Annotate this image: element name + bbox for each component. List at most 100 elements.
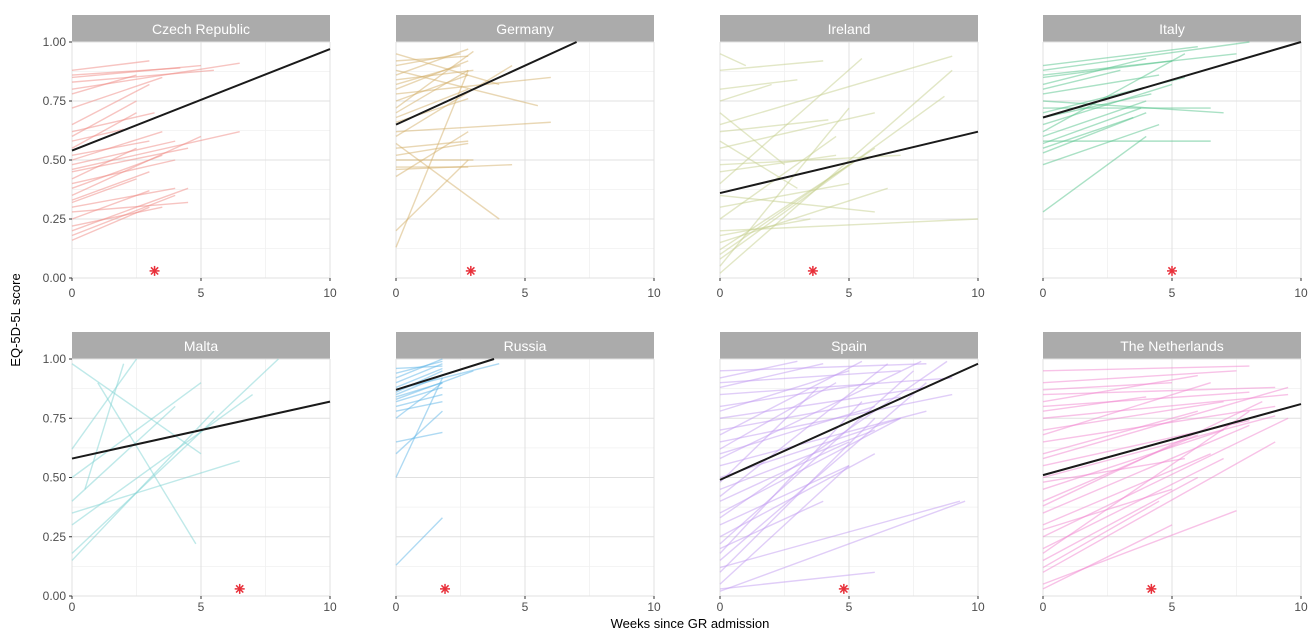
individual-line (719, 386, 819, 483)
individual-line (719, 500, 961, 569)
individual-line (719, 218, 811, 237)
individual-line (719, 363, 927, 372)
individual-line (719, 112, 785, 166)
individual-line (71, 363, 202, 455)
trend-line (1042, 41, 1302, 119)
individual-line (719, 83, 772, 102)
individual-line (1042, 41, 1250, 72)
individual-line (1042, 510, 1237, 585)
individual-line (719, 53, 747, 67)
individual-trajectories (719, 53, 979, 274)
individual-line (71, 140, 176, 166)
asterisk-marker (807, 265, 818, 276)
individual-line (1042, 107, 1142, 145)
individual-line (71, 69, 214, 83)
individual-line (719, 79, 798, 90)
individual-line (1042, 401, 1263, 507)
x-tick-label: 0 (1040, 600, 1047, 614)
individual-line (719, 382, 837, 450)
individual-line (719, 164, 850, 255)
individual-line (395, 159, 469, 232)
individual-line (1042, 453, 1211, 526)
strip-background (720, 332, 978, 359)
individual-line (395, 48, 469, 76)
individual-line (1042, 93, 1152, 119)
x-axis-title: Weeks since GR admission (611, 616, 770, 631)
individual-line (1042, 374, 1198, 403)
x-tick-label: 0 (393, 286, 400, 300)
x-tick-label: 0 (69, 286, 76, 300)
y-tick-label: 1.00 (43, 35, 67, 49)
individual-trajectories (71, 60, 240, 241)
individual-line (71, 135, 202, 197)
strip-background (1043, 15, 1301, 42)
individual-line (71, 190, 150, 220)
individual-line (719, 363, 889, 498)
individual-trajectories (1042, 365, 1289, 590)
panel-1: Germany 0 5 10 (393, 15, 661, 300)
gridlines (719, 41, 979, 279)
x-tick-label: 5 (1169, 286, 1176, 300)
strip-background (720, 15, 978, 42)
individual-line (71, 405, 176, 502)
y-tick-label: 0.75 (43, 94, 67, 108)
individual-line (719, 370, 850, 412)
individual-line (719, 571, 875, 590)
individual-line (395, 370, 474, 400)
individual-line (719, 377, 953, 396)
individual-line (719, 429, 876, 491)
strip-background (1043, 332, 1301, 359)
individual-line (719, 363, 824, 389)
trend-line (395, 41, 578, 126)
x-tick-label: 10 (323, 600, 337, 614)
individual-line (395, 69, 474, 81)
strip-label: The Netherlands (1120, 338, 1224, 354)
trend-line (71, 48, 331, 152)
individual-line (1042, 53, 1186, 133)
individual-line (719, 95, 945, 260)
individual-line (71, 460, 240, 514)
individual-line (1042, 83, 1173, 126)
individual-line (1042, 53, 1237, 76)
individual-line (719, 396, 901, 431)
individual-line (395, 365, 443, 370)
individual-line (395, 377, 444, 478)
individual-line (719, 55, 953, 126)
x-tick-label: 0 (1040, 286, 1047, 300)
individual-line (1042, 434, 1199, 502)
individual-line (1042, 386, 1289, 460)
x-tick-label: 10 (647, 286, 661, 300)
individual-line (71, 131, 163, 161)
individual-line (71, 147, 137, 180)
individual-line (71, 83, 150, 126)
individual-line (719, 112, 875, 149)
individual-line (395, 382, 443, 419)
individual-line (71, 410, 215, 561)
individual-line (719, 382, 927, 561)
individual-line (719, 441, 850, 502)
individual-trajectories (719, 360, 966, 592)
gridlines (719, 358, 979, 597)
individual-line (719, 417, 901, 479)
individual-line (395, 76, 551, 95)
strip-label: Germany (496, 21, 554, 37)
individual-line (71, 206, 163, 227)
individual-line (71, 147, 189, 173)
x-tick-label: 0 (717, 286, 724, 300)
individual-line (719, 370, 914, 545)
individual-line (1042, 123, 1160, 166)
individual-line (1042, 116, 1134, 149)
individual-line (719, 140, 798, 189)
individual-line (71, 76, 163, 109)
panel-3: Italy 0 5 10 (1040, 15, 1308, 300)
x-tick-label: 5 (846, 600, 853, 614)
individual-line (1042, 365, 1250, 372)
panel-7: The Netherlands 0 5 10 (1040, 332, 1308, 614)
individual-line (395, 70, 469, 248)
x-tick-label: 10 (971, 600, 985, 614)
individual-line (719, 119, 829, 133)
individual-line (719, 360, 863, 436)
panel-4: Malta 0 5 10 0.00 0.25 0.50 0.75 1.00 (43, 332, 337, 614)
individual-line (395, 50, 474, 109)
strip-background (72, 332, 330, 359)
